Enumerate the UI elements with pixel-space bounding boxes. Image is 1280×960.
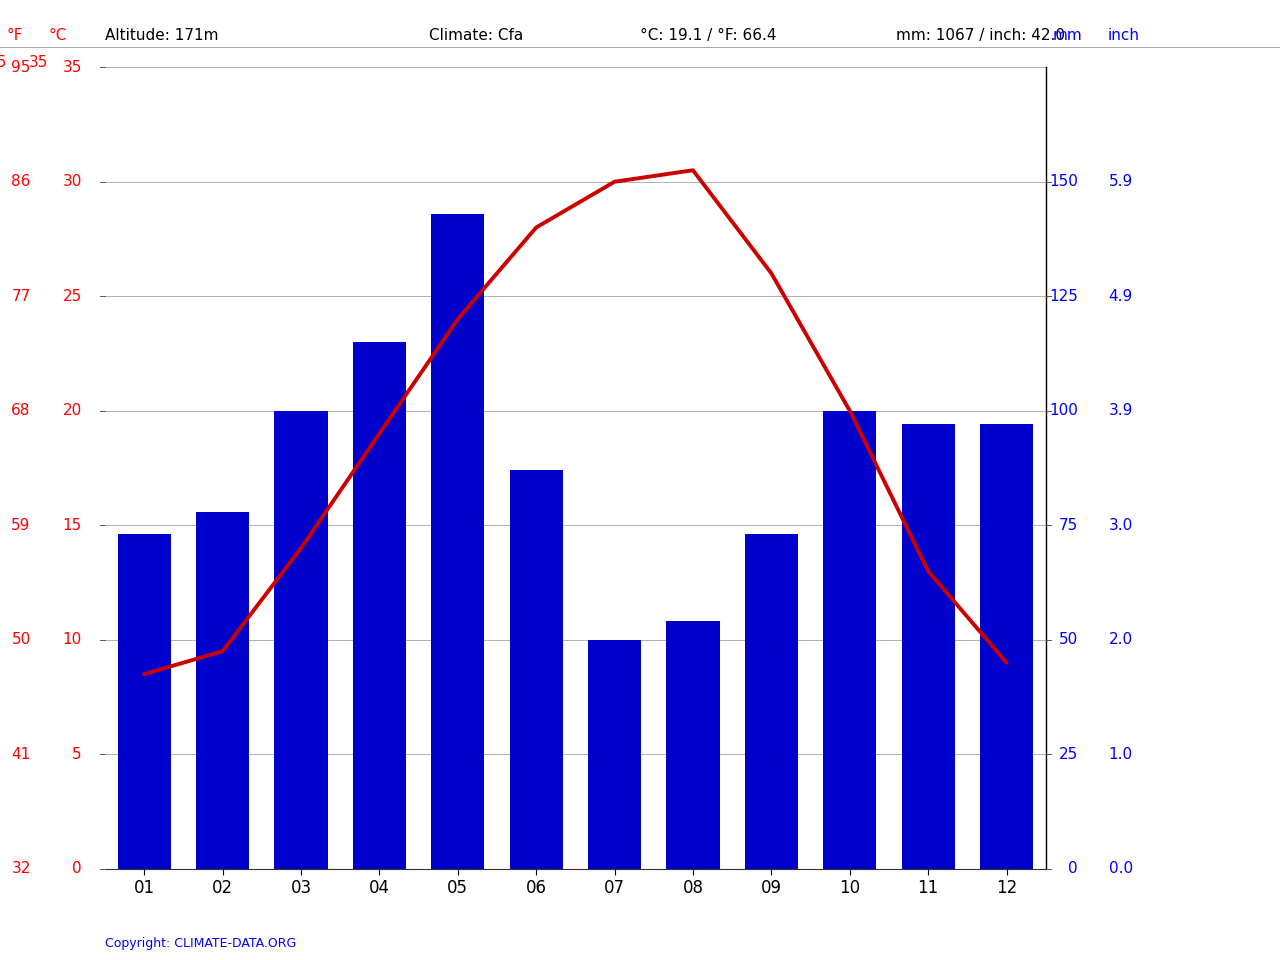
Text: 0: 0: [72, 861, 82, 876]
Text: Copyright: CLIMATE-DATA.ORG: Copyright: CLIMATE-DATA.ORG: [105, 937, 296, 950]
Bar: [509, 470, 563, 869]
Bar: [274, 411, 328, 869]
Text: °C: 19.1 / °F: 66.4: °C: 19.1 / °F: 66.4: [640, 28, 777, 43]
Bar: [745, 535, 797, 869]
Text: 1.0: 1.0: [1108, 747, 1133, 762]
Text: 5: 5: [72, 747, 82, 762]
Text: 50: 50: [12, 633, 31, 647]
Text: 77: 77: [12, 289, 31, 303]
Text: 32: 32: [12, 861, 31, 876]
Text: mm: mm: [1052, 28, 1082, 43]
Text: mm: 1067 / inch: 42.0: mm: 1067 / inch: 42.0: [896, 28, 1065, 43]
Text: 15: 15: [63, 517, 82, 533]
Text: 20: 20: [63, 403, 82, 419]
Text: 35: 35: [63, 60, 82, 75]
Bar: [353, 342, 406, 869]
Text: 95: 95: [12, 60, 31, 75]
Text: 25: 25: [63, 289, 82, 303]
Bar: [823, 411, 877, 869]
Text: 50: 50: [1059, 633, 1078, 647]
Text: Climate: Cfa: Climate: Cfa: [429, 28, 524, 43]
Text: °F: °F: [6, 28, 23, 43]
Text: 4.9: 4.9: [1108, 289, 1133, 303]
Text: 59: 59: [12, 517, 31, 533]
Bar: [667, 621, 719, 869]
Bar: [196, 512, 250, 869]
Text: 30: 30: [63, 174, 82, 189]
Text: 3.9: 3.9: [1108, 403, 1133, 419]
Text: 35: 35: [29, 55, 49, 70]
Text: 125: 125: [1048, 289, 1078, 303]
Bar: [118, 535, 170, 869]
Text: 41: 41: [12, 747, 31, 762]
Text: 0: 0: [1068, 861, 1078, 876]
Text: 5.9: 5.9: [1108, 174, 1133, 189]
Text: 150: 150: [1048, 174, 1078, 189]
Text: 75: 75: [1059, 517, 1078, 533]
Text: 68: 68: [12, 403, 31, 419]
Bar: [431, 214, 484, 869]
Bar: [901, 424, 955, 869]
Text: 95: 95: [0, 55, 6, 70]
Text: 10: 10: [63, 633, 82, 647]
Text: 86: 86: [12, 174, 31, 189]
Text: °C: °C: [49, 28, 67, 43]
Bar: [588, 639, 641, 869]
Text: 25: 25: [1059, 747, 1078, 762]
Text: 3.0: 3.0: [1108, 517, 1133, 533]
Text: 2.0: 2.0: [1108, 633, 1133, 647]
Text: 0.0: 0.0: [1108, 861, 1133, 876]
Bar: [980, 424, 1033, 869]
Text: Altitude: 171m: Altitude: 171m: [105, 28, 219, 43]
Text: 100: 100: [1048, 403, 1078, 419]
Text: inch: inch: [1107, 28, 1139, 43]
